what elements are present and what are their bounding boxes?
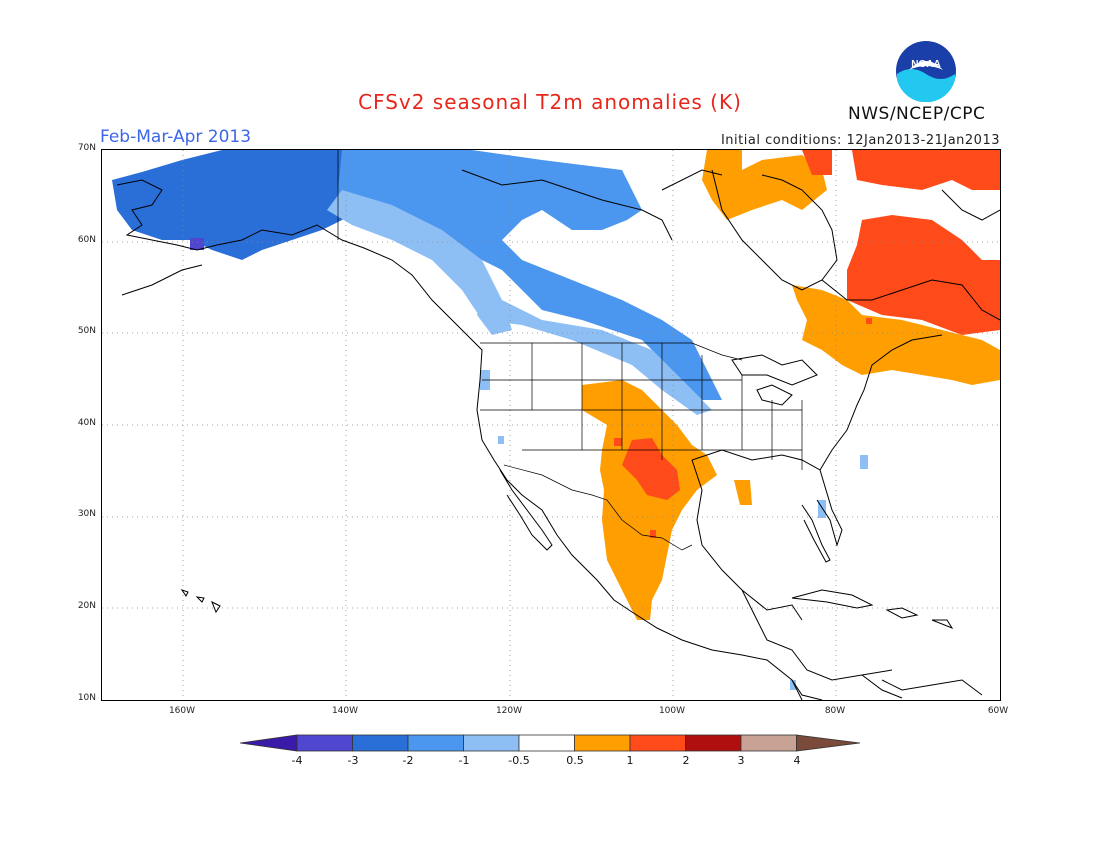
- legend-swatch: [685, 734, 742, 752]
- legend-swatch: [574, 734, 631, 752]
- legend-label: 2: [682, 754, 690, 767]
- lon-label: 60W: [987, 706, 1009, 716]
- political-borders: [337, 150, 803, 551]
- cool-anomaly-band: [327, 190, 712, 415]
- lat-label: 10N: [77, 693, 96, 703]
- lat-label: 20N: [77, 601, 96, 611]
- forecast-period: Feb-Mar-Apr 2013: [100, 127, 252, 147]
- legend-swatch: [518, 734, 575, 752]
- cold-anomaly-yukon: [337, 150, 722, 400]
- lat-label: 70N: [77, 143, 96, 153]
- legend-label: -0.5: [508, 754, 530, 767]
- lat-label: 30N: [77, 509, 96, 519]
- noaa-logo-text: NOAA: [911, 59, 940, 70]
- agency-label: NWS/NCEP/CPC: [848, 104, 986, 124]
- deep-cold-spot: [190, 238, 204, 250]
- legend-swatch: [463, 734, 520, 752]
- lon-label: 120W: [495, 706, 523, 716]
- lon-label: 80W: [824, 706, 846, 716]
- hot-anomaly-quebec: [847, 215, 1000, 335]
- coastlines: [116, 169, 1000, 700]
- legend-swatch: [629, 734, 686, 752]
- hot-anomaly-oklahoma: [622, 438, 680, 500]
- lat-label: 50N: [77, 326, 96, 336]
- map-title: CFSv2 seasonal T2m anomalies (K): [358, 90, 742, 114]
- initial-conditions: Initial conditions: 12Jan2013-21Jan2013: [720, 133, 1000, 148]
- legend-swatch: [407, 734, 464, 752]
- legend-label: -4: [291, 754, 303, 767]
- legend-label: -1: [458, 754, 470, 767]
- noaa-logo: NOAA: [895, 40, 957, 103]
- anomaly-shading: [112, 150, 1000, 690]
- legend-swatch: [740, 734, 797, 752]
- lat-label: 60N: [77, 235, 96, 245]
- legend-label: 0.5: [566, 754, 584, 767]
- color-legend: [239, 734, 861, 752]
- legend-arrow-high: [796, 734, 861, 752]
- anomaly-map: [101, 149, 1001, 701]
- lat-label: 40N: [77, 418, 96, 428]
- lon-label: 140W: [331, 706, 359, 716]
- warm-anomaly-plains: [582, 380, 717, 620]
- lon-label: 100W: [658, 706, 686, 716]
- legend-swatch: [296, 734, 353, 752]
- legend-arrow-low: [239, 734, 298, 752]
- hot-anomaly-greenland: [852, 150, 1000, 190]
- legend-label: -3: [347, 754, 359, 767]
- warm-anomaly-quebec: [792, 285, 1000, 385]
- lon-label: 160W: [168, 706, 196, 716]
- legend-label: 4: [793, 754, 801, 767]
- legend-label: 1: [626, 754, 634, 767]
- legend-label: 3: [737, 754, 745, 767]
- legend-label: -2: [402, 754, 414, 767]
- legend-swatch: [352, 734, 409, 752]
- warm-anomaly-hudson: [702, 150, 827, 220]
- graticule: [102, 150, 1000, 700]
